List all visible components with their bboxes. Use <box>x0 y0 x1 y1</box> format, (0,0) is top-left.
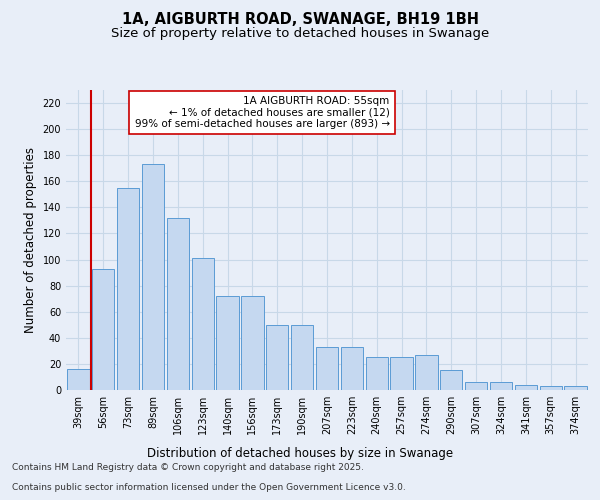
Bar <box>142 164 164 390</box>
Bar <box>316 347 338 390</box>
Bar <box>415 355 437 390</box>
Y-axis label: Number of detached properties: Number of detached properties <box>24 147 37 333</box>
Text: Size of property relative to detached houses in Swanage: Size of property relative to detached ho… <box>111 28 489 40</box>
Bar <box>391 358 413 390</box>
Text: Contains public sector information licensed under the Open Government Licence v3: Contains public sector information licen… <box>12 484 406 492</box>
Bar <box>465 382 487 390</box>
Text: Distribution of detached houses by size in Swanage: Distribution of detached houses by size … <box>147 448 453 460</box>
Bar <box>92 268 115 390</box>
Bar <box>191 258 214 390</box>
Text: 1A AIGBURTH ROAD: 55sqm
← 1% of detached houses are smaller (12)
99% of semi-det: 1A AIGBURTH ROAD: 55sqm ← 1% of detached… <box>134 96 389 129</box>
Text: 1A, AIGBURTH ROAD, SWANAGE, BH19 1BH: 1A, AIGBURTH ROAD, SWANAGE, BH19 1BH <box>121 12 479 28</box>
Bar <box>67 369 89 390</box>
Bar <box>217 296 239 390</box>
Bar <box>539 386 562 390</box>
Bar <box>241 296 263 390</box>
Bar <box>565 386 587 390</box>
Bar <box>515 385 537 390</box>
Bar <box>167 218 189 390</box>
Bar <box>291 325 313 390</box>
Bar <box>266 325 289 390</box>
Text: Contains HM Land Registry data © Crown copyright and database right 2025.: Contains HM Land Registry data © Crown c… <box>12 464 364 472</box>
Bar <box>365 358 388 390</box>
Bar <box>440 370 463 390</box>
Bar <box>341 347 363 390</box>
Bar <box>117 188 139 390</box>
Bar <box>490 382 512 390</box>
